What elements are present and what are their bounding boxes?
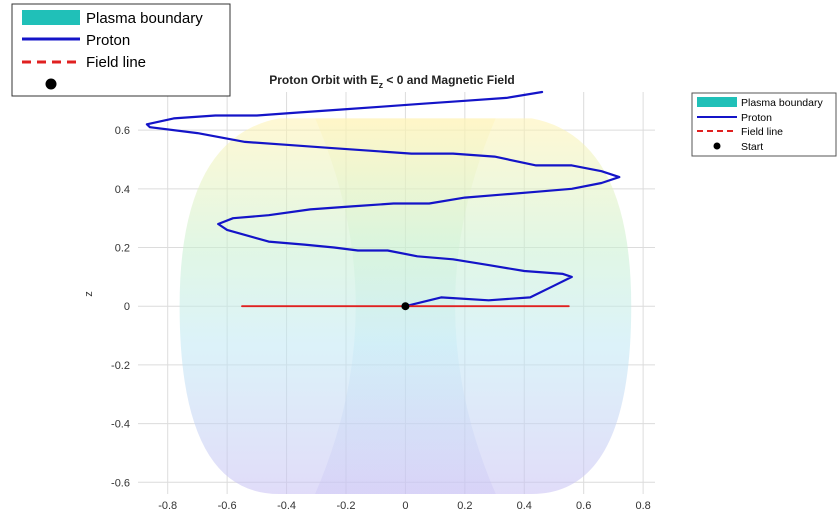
legend-main-label-plasma: Plasma boundary — [86, 10, 203, 27]
legend-side-swatch-plasma — [697, 97, 737, 107]
y-tick-label: 0.6 — [115, 125, 130, 137]
x-tick-label: 0.8 — [635, 500, 650, 512]
y-tick-labels: -0.6 -0.4 -0.2 0 0.2 0.4 0.6 — [111, 125, 130, 489]
x-tick-label: -0.4 — [277, 500, 296, 512]
x-tick-labels: -0.8 -0.6 -0.4 -0.2 0 0.2 0.4 0.6 0.8 — [158, 500, 651, 512]
y-axis-label: z — [83, 291, 95, 297]
legend-main-label-fieldline: Field line — [86, 54, 146, 71]
legend-side-label-fieldline: Field line — [741, 126, 783, 138]
legend-main-marker-start — [45, 78, 57, 90]
start-point-marker — [401, 302, 410, 311]
legend-side-label-start: Start — [741, 141, 763, 153]
y-tick-label: 0 — [124, 301, 130, 313]
chart-title-subscript: z — [379, 80, 384, 90]
x-tick-label: -0.2 — [337, 500, 356, 512]
legend-side: Plasma boundary Proton Field line Start — [691, 92, 837, 157]
chart-title-rest: < 0 and Magnetic Field — [383, 73, 515, 87]
y-tick-label: 0.4 — [115, 184, 130, 196]
x-tick-label: 0.2 — [457, 500, 472, 512]
x-tick-label: 0 — [402, 500, 408, 512]
chart-title-main: Proton Orbit with E — [269, 73, 378, 87]
legend-main: Plasma boundary Proton Field line — [11, 3, 231, 97]
chart-title: Proton Orbit with Ez < 0 and Magnetic Fi… — [269, 73, 515, 90]
y-tick-label: 0.2 — [115, 243, 130, 255]
x-tick-label: 0.4 — [517, 500, 532, 512]
legend-main-label-proton: Proton — [86, 32, 130, 49]
plot-axes: -0.8 -0.6 -0.4 -0.2 0 0.2 0.4 0.6 0.8 -0.6-0.4-0… — [83, 90, 655, 512]
legend-side-label-proton: Proton — [741, 112, 772, 124]
x-tick-label: 0.6 — [576, 500, 591, 512]
proton-orbit-series — [145, 90, 621, 308]
legend-side-label-plasma: Plasma boundary — [741, 97, 823, 109]
y-tick-label: -0.2 — [111, 360, 130, 372]
x-tick-label: -0.6 — [218, 500, 237, 512]
legend-side-marker-start — [713, 142, 721, 150]
series-group — [145, 90, 621, 311]
y-tick-label: -0.6 — [111, 477, 130, 489]
legend-main-swatch-plasma — [22, 10, 80, 25]
x-tick-label: -0.8 — [158, 500, 177, 512]
y-tick-label: -0.4 — [111, 419, 130, 431]
